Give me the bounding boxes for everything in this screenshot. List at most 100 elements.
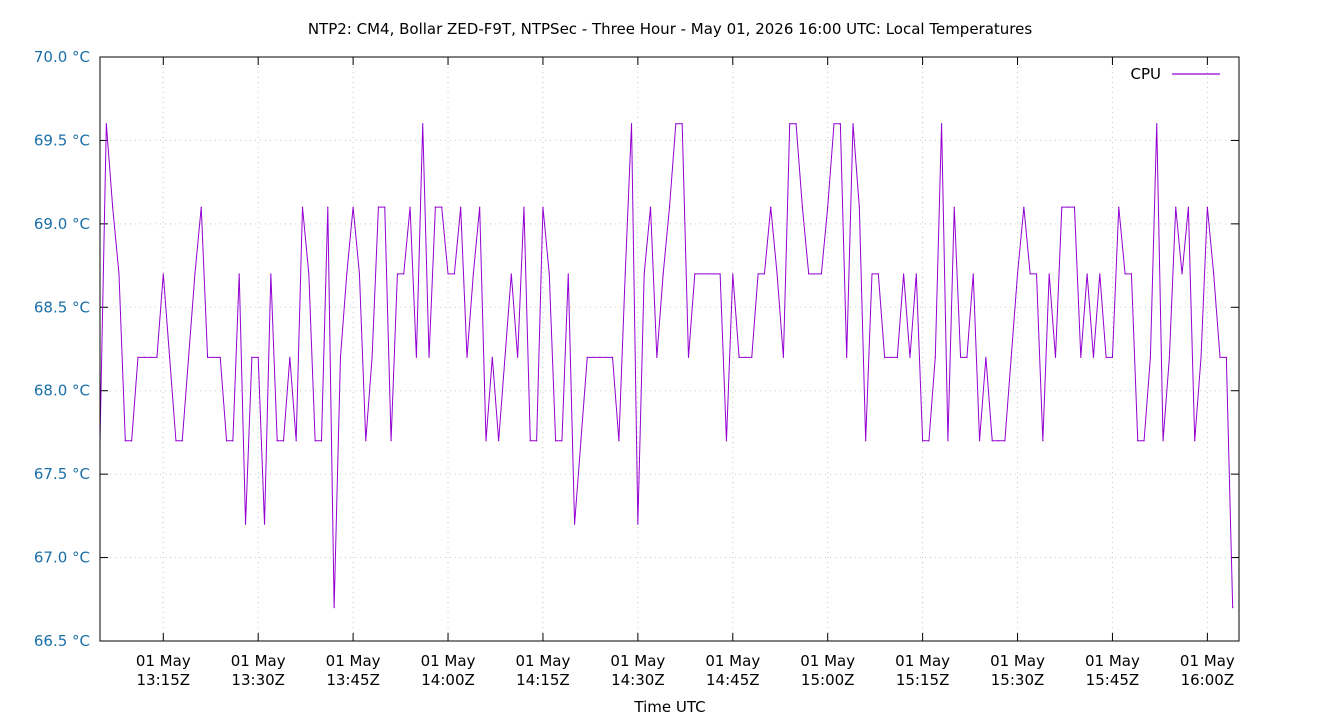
data-point — [618, 440, 620, 442]
data-point — [118, 273, 120, 275]
data-point — [112, 206, 114, 208]
data-point — [270, 273, 272, 275]
x-tick-label-time: 14:45Z — [706, 671, 760, 689]
data-point — [751, 356, 753, 358]
data-point — [592, 356, 595, 358]
data-point — [1099, 273, 1101, 275]
data-point — [662, 273, 664, 275]
data-point — [852, 123, 854, 125]
data-point — [263, 523, 266, 525]
data-point — [162, 273, 164, 275]
legend-label-cpu: CPU — [1131, 65, 1162, 83]
data-point — [1168, 356, 1170, 358]
x-tick-label-time: 15:00Z — [801, 671, 855, 689]
data-point — [206, 356, 209, 358]
data-point — [200, 206, 202, 208]
data-point — [738, 356, 740, 358]
data-point — [675, 123, 677, 125]
x-tick-label-time: 14:15Z — [516, 671, 570, 689]
data-point — [959, 356, 962, 358]
data-point — [295, 440, 297, 442]
data-point — [605, 356, 607, 358]
data-point — [339, 356, 342, 358]
data-point — [124, 440, 126, 442]
data-point — [732, 273, 734, 275]
data-point — [706, 273, 709, 275]
data-point — [225, 440, 228, 442]
y-tick-label: 67.5 °C — [34, 465, 90, 483]
x-tick-label-time: 14:00Z — [421, 671, 475, 689]
data-point — [934, 356, 936, 358]
data-point — [1105, 356, 1107, 358]
data-point — [649, 206, 652, 208]
data-point — [415, 356, 417, 358]
data-point — [150, 356, 152, 358]
data-point — [536, 440, 538, 442]
data-point — [928, 440, 930, 442]
data-point — [789, 123, 791, 125]
plot-frame — [99, 56, 1240, 642]
data-point — [586, 356, 588, 358]
data-point — [997, 440, 1000, 442]
data-point — [801, 206, 803, 208]
data-point — [1067, 206, 1069, 208]
data-point — [694, 273, 696, 275]
x-tick-label-date: 01 May — [516, 652, 571, 670]
data-point — [396, 273, 399, 275]
data-point — [504, 356, 506, 358]
data-point — [441, 206, 443, 208]
data-point — [700, 273, 702, 275]
data-point — [510, 273, 512, 275]
data-point — [1143, 440, 1145, 442]
x-tick-label-time: 13:15Z — [137, 671, 191, 689]
data-point — [219, 356, 221, 358]
data-point — [1016, 273, 1019, 275]
data-point — [770, 206, 772, 208]
data-point — [453, 273, 455, 275]
data-point — [542, 206, 544, 208]
data-point — [143, 356, 145, 358]
data-point — [257, 356, 259, 358]
x-tick-label-date: 01 May — [136, 652, 191, 670]
data-point — [301, 206, 304, 208]
data-point — [1118, 206, 1120, 208]
data-point — [871, 273, 873, 275]
data-point — [428, 356, 430, 358]
x-tick-label-time: 15:45Z — [1086, 671, 1140, 689]
data-point — [479, 206, 481, 208]
data-point — [858, 206, 860, 208]
data-point — [827, 206, 829, 208]
data-point — [561, 440, 563, 442]
x-tick-label-date: 01 May — [610, 652, 665, 670]
data-point — [1004, 440, 1006, 442]
data-point — [517, 356, 519, 358]
data-point — [194, 273, 196, 275]
y-tick-label: 68.5 °C — [34, 298, 90, 316]
data-point — [491, 356, 493, 358]
data-point — [1187, 206, 1189, 208]
data-point — [1080, 356, 1082, 358]
data-point — [903, 273, 905, 275]
data-point — [377, 206, 380, 208]
data-point — [624, 273, 626, 275]
data-point — [922, 440, 924, 442]
data-point — [422, 123, 424, 125]
data-point — [1010, 356, 1012, 358]
data-point — [643, 273, 645, 275]
data-point — [896, 356, 898, 358]
data-point — [1149, 356, 1152, 358]
data-point — [308, 273, 310, 275]
data-point — [548, 273, 550, 275]
data-point — [820, 273, 822, 275]
data-point — [1137, 440, 1139, 442]
data-point — [719, 273, 721, 275]
y-tick-label: 69.5 °C — [34, 131, 90, 149]
data-point — [434, 206, 436, 208]
data-point — [384, 206, 386, 208]
data-point — [865, 440, 867, 442]
data-point — [681, 123, 683, 125]
data-point — [808, 273, 810, 275]
data-point — [371, 356, 373, 358]
x-tick-label-date: 01 May — [1180, 652, 1235, 670]
